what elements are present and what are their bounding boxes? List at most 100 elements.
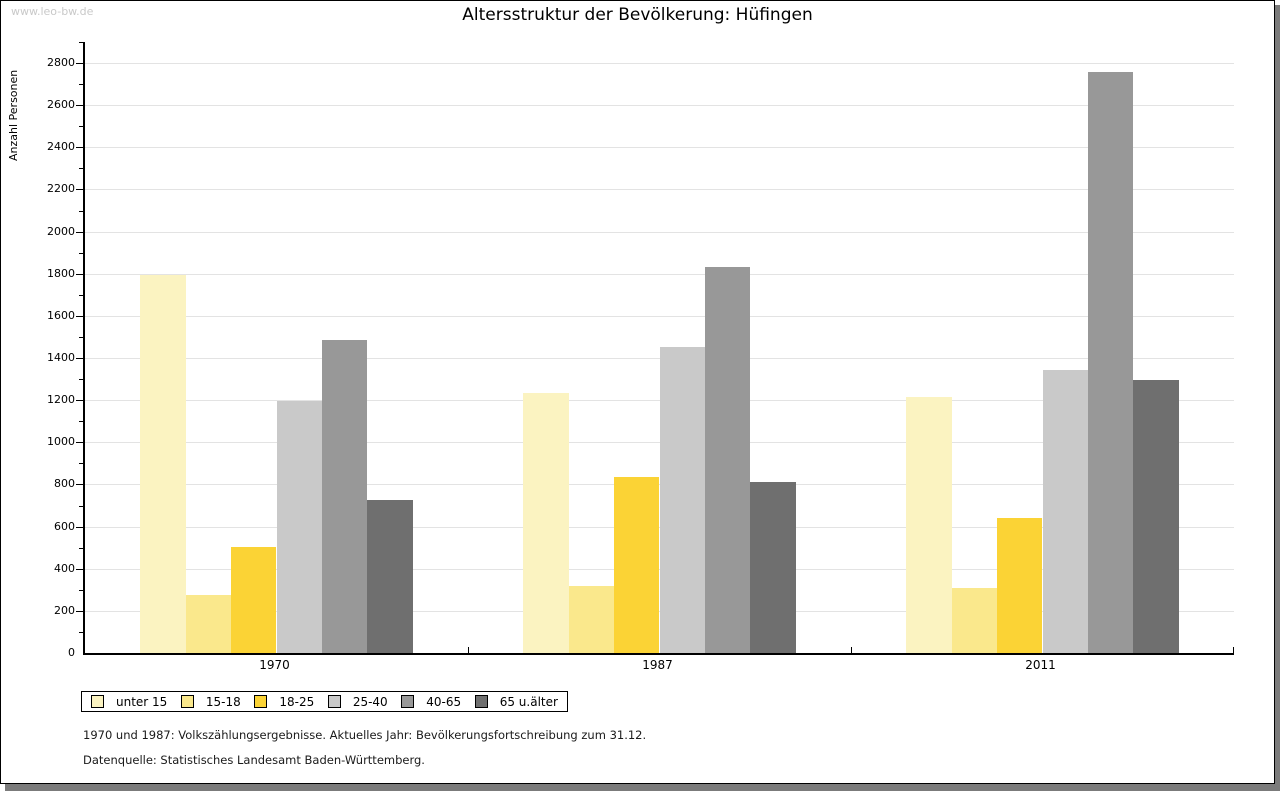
legend-item: 15-18 — [180, 694, 241, 709]
y-axis-tick — [76, 315, 83, 317]
y-tick-label: 200 — [54, 603, 75, 617]
gridline — [85, 63, 1234, 65]
bar-unter-15-2011 — [906, 397, 952, 653]
legend-label: 15-18 — [205, 694, 241, 709]
bar-25-40-1987 — [659, 346, 705, 653]
y-tick-label: 2400 — [47, 140, 75, 154]
bar-15-18-2011 — [951, 587, 998, 653]
bar-40-65-1987 — [704, 267, 751, 653]
x-category-label: 1970 — [259, 658, 290, 672]
y-tick-label: 1400 — [47, 351, 75, 365]
card-shadow-right — [1275, 5, 1280, 791]
y-tick-label: 800 — [54, 477, 75, 491]
y-axis-tick — [79, 589, 83, 591]
gridline — [85, 189, 1234, 191]
gridline — [85, 273, 1234, 275]
y-axis-tick — [79, 168, 83, 170]
bar-unter-15-1970 — [140, 274, 186, 653]
y-tick-label: 2800 — [47, 56, 75, 70]
bar-18-25-1987 — [614, 477, 660, 653]
legend-label: unter 15 — [116, 694, 168, 709]
legend-item: 18-25 — [254, 695, 314, 709]
gridline — [85, 315, 1234, 317]
y-tick-label: 400 — [54, 561, 75, 575]
y-axis-tick — [76, 189, 83, 191]
bar-40-65-1970 — [321, 339, 368, 653]
x-axis-tick — [468, 647, 469, 653]
y-axis-tick — [76, 526, 83, 528]
watermark: www.leo-bw.de — [11, 5, 94, 18]
footer-note: 1970 und 1987: Volkszählungsergebnisse. … — [83, 728, 647, 742]
y-axis-tick — [79, 547, 83, 549]
x-axis-tick — [851, 647, 852, 653]
y-tick-label: 1600 — [47, 308, 75, 322]
y-tick-label: 600 — [54, 519, 75, 533]
gridline — [85, 105, 1234, 107]
y-axis-tick — [76, 610, 83, 612]
y-axis-tick — [76, 105, 83, 107]
y-axis-tick — [76, 484, 83, 486]
y-tick-label: 2000 — [47, 224, 75, 238]
legend-swatch — [254, 695, 268, 708]
x-category-label: 1987 — [642, 658, 673, 672]
y-tick-label: 1800 — [47, 266, 75, 280]
plot-area: 0 200 400 600 800 1000 1200 1400 1600 1800 2000 220… — [47, 42, 1234, 659]
legend-swatch — [474, 695, 488, 708]
legend-swatch — [401, 695, 415, 708]
y-axis-tick — [76, 147, 83, 149]
y-tick-label: 0 — [68, 646, 75, 659]
legend-label: 18-25 — [279, 694, 315, 709]
bar-25-40-2011 — [1042, 370, 1088, 653]
legend-label: 65 u.älter — [499, 694, 558, 709]
bar-15-18-1970 — [185, 595, 232, 653]
bar-65-u-lter-1987 — [750, 481, 796, 653]
legend-swatch — [180, 695, 194, 708]
legend-label: 25-40 — [352, 694, 388, 709]
y-axis-tick — [79, 505, 83, 507]
y-axis-tick — [79, 421, 83, 423]
y-axis-tick — [76, 63, 83, 65]
gridline — [85, 147, 1234, 149]
y-tick-label: 1200 — [47, 393, 75, 407]
legend-swatch — [91, 695, 104, 708]
y-axis-tick — [79, 379, 83, 381]
legend: unter 15 15-18 18-25 25-40 40-65 65 u.älter — [81, 691, 568, 712]
y-axis-tick — [76, 358, 83, 360]
bar-15-18-1987 — [568, 586, 615, 653]
y-axis-tick — [79, 631, 83, 633]
y-axis-tick — [79, 252, 83, 254]
y-axis-tick — [79, 42, 83, 43]
y-axis-label: Anzahl Personen — [7, 69, 20, 161]
bar-65-u-lter-2011 — [1133, 379, 1179, 653]
bar-unter-15-1987 — [523, 393, 569, 653]
y-axis-tick — [76, 400, 83, 402]
y-axis-tick — [76, 568, 83, 570]
chart-title: Altersstruktur der Bevölkerung: Hüfingen — [462, 5, 813, 25]
legend-item: unter 15 — [91, 695, 167, 709]
gridline — [85, 231, 1234, 233]
y-axis-tick — [79, 463, 83, 465]
y-axis-tick — [76, 273, 83, 275]
y-tick-label: 2600 — [47, 98, 75, 112]
y-axis-tick — [79, 126, 83, 128]
x-category-label: 2011 — [1025, 658, 1056, 672]
footer-source: Datenquelle: Statistisches Landesamt Bad… — [83, 753, 425, 767]
card-shadow-bottom — [5, 784, 1280, 791]
bar-65-u-lter-1970 — [367, 499, 413, 653]
y-axis-tick — [79, 210, 83, 212]
legend-item: 65 u.älter — [474, 694, 558, 709]
x-axis-tick — [1233, 647, 1234, 653]
y-axis-tick — [76, 442, 83, 444]
legend-label: 40-65 — [426, 694, 462, 709]
bar-18-25-1970 — [231, 547, 277, 653]
y-axis-tick — [79, 294, 83, 296]
y-tick-label: 2200 — [47, 182, 75, 196]
legend-item: 25-40 — [327, 694, 388, 709]
legend-swatch — [327, 695, 341, 708]
y-axis-tick — [79, 84, 83, 86]
legend-item: 40-65 — [401, 695, 461, 709]
y-tick-label: 1000 — [47, 435, 75, 449]
bar-40-65-2011 — [1087, 72, 1134, 653]
y-axis-tick — [76, 231, 83, 233]
